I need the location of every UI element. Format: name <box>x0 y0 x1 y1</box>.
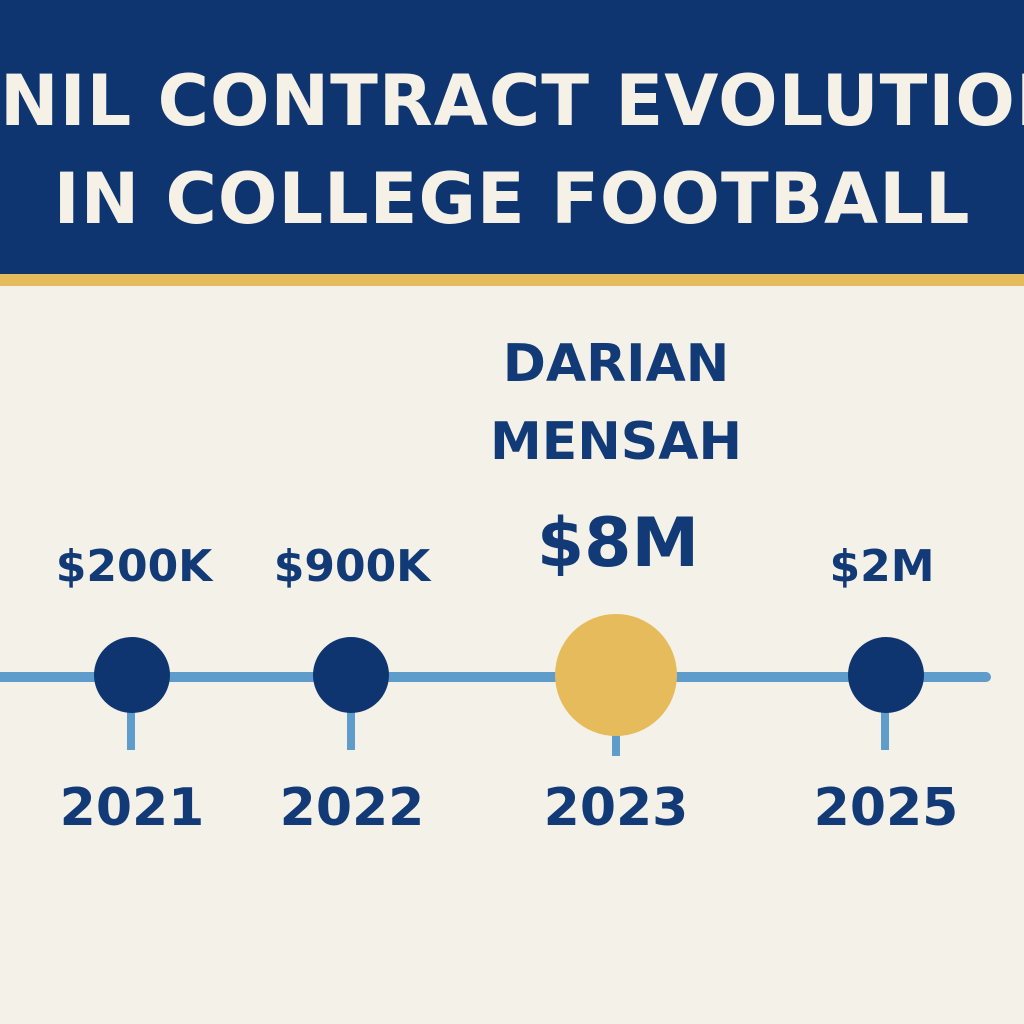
title-line-2: IN COLLEGE FOOTBALL <box>53 158 971 240</box>
timeline-marker-2023-highlight <box>555 614 677 736</box>
timeline-marker-2025 <box>848 637 924 713</box>
value-label-2023: $8M <box>536 504 700 583</box>
value-label-2021: $200K <box>55 541 213 592</box>
title-line-1: NIL CONTRACT EVOLUTION <box>0 60 1024 142</box>
year-label-2022: 2022 <box>279 778 425 838</box>
player-name-line-2: MENSAH <box>489 412 743 472</box>
header-banner: NIL CONTRACT EVOLUTION IN COLLEGE FOOTBA… <box>0 0 1024 274</box>
value-label-2025: $2M <box>829 541 935 592</box>
timeline-marker-2021 <box>94 637 170 713</box>
timeline-tick-2025 <box>881 712 889 750</box>
year-label-2023: 2023 <box>543 778 689 838</box>
timeline-tick-2021 <box>127 712 135 750</box>
year-label-2025: 2025 <box>813 778 959 838</box>
year-label-2021: 2021 <box>59 778 205 838</box>
timeline-tick-2023 <box>612 730 620 756</box>
timeline-tick-2022 <box>347 712 355 750</box>
header-accent-stripe <box>0 274 1024 286</box>
player-name-line-1: DARIAN <box>502 334 730 394</box>
timeline-marker-2022 <box>313 637 389 713</box>
value-label-2022: $900K <box>273 541 431 592</box>
